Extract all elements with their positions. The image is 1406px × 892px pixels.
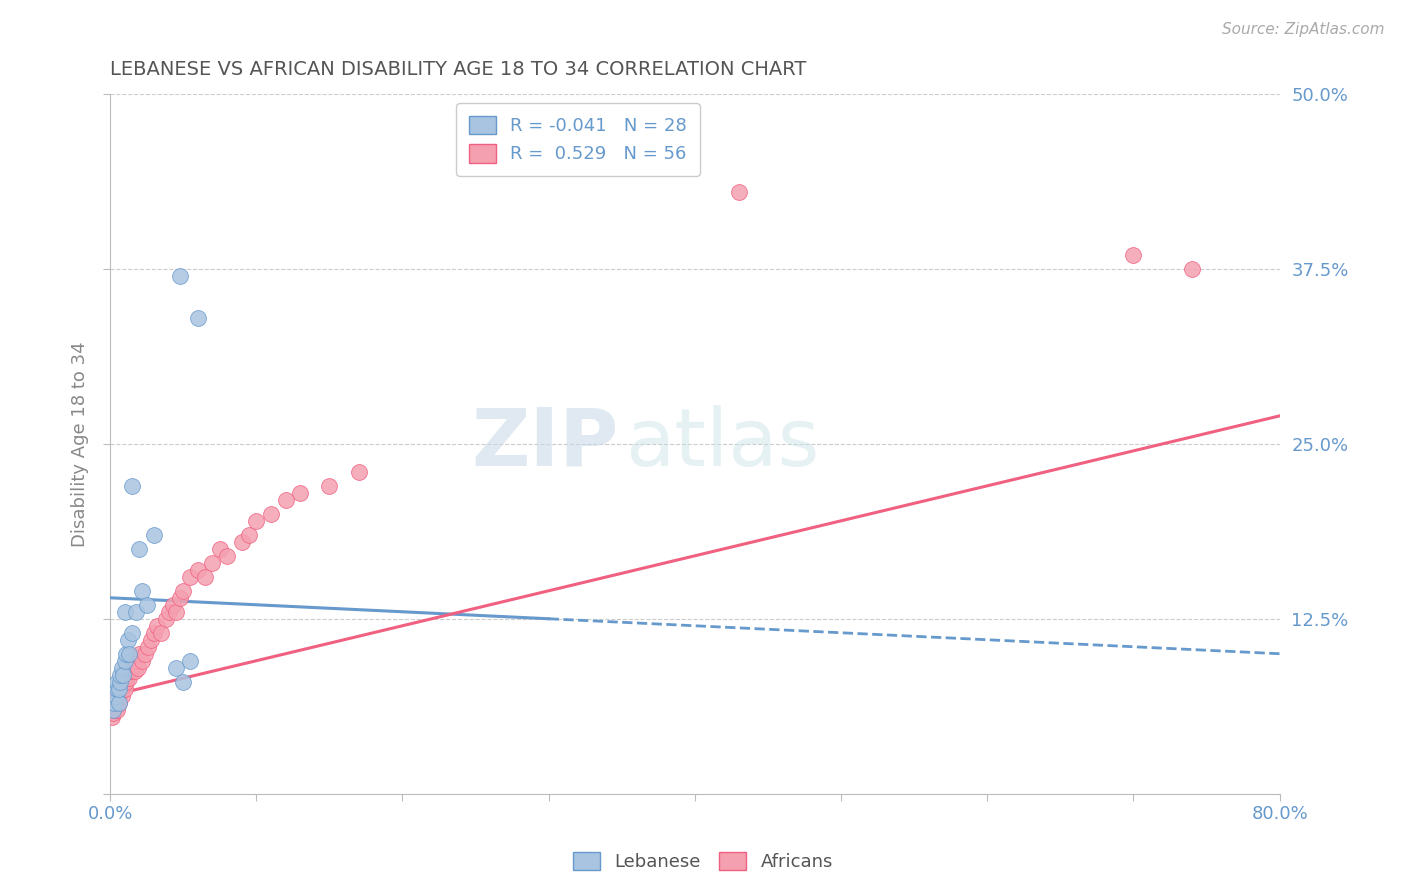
Point xyxy=(110,686,132,700)
Point xyxy=(117,632,139,647)
Point xyxy=(112,674,135,689)
Point xyxy=(111,689,134,703)
Point xyxy=(187,563,209,577)
Point xyxy=(104,689,127,703)
Point xyxy=(117,667,139,681)
Point xyxy=(179,654,201,668)
Legend: Lebanese, Africans: Lebanese, Africans xyxy=(565,845,841,879)
Point xyxy=(131,583,153,598)
Point xyxy=(238,528,260,542)
Point xyxy=(318,479,340,493)
Point xyxy=(727,185,749,199)
Point xyxy=(1122,248,1144,262)
Point xyxy=(104,696,127,710)
Point xyxy=(169,591,191,605)
Point xyxy=(115,647,138,661)
Point xyxy=(103,696,125,710)
Text: atlas: atlas xyxy=(624,405,820,483)
Point xyxy=(139,632,162,647)
Point xyxy=(208,541,231,556)
Point xyxy=(131,654,153,668)
Point xyxy=(165,661,187,675)
Point xyxy=(118,647,141,661)
Point xyxy=(108,696,131,710)
Point xyxy=(274,492,297,507)
Point xyxy=(245,514,267,528)
Point xyxy=(111,661,134,675)
Point xyxy=(150,625,173,640)
Point xyxy=(105,681,128,696)
Point xyxy=(157,605,180,619)
Point xyxy=(136,640,159,654)
Point xyxy=(142,625,165,640)
Point xyxy=(114,681,136,696)
Point xyxy=(110,674,132,689)
Point xyxy=(103,703,125,717)
Text: Source: ZipAtlas.com: Source: ZipAtlas.com xyxy=(1222,22,1385,37)
Point xyxy=(121,661,143,675)
Point xyxy=(165,605,187,619)
Text: LEBANESE VS AFRICAN DISABILITY AGE 18 TO 34 CORRELATION CHART: LEBANESE VS AFRICAN DISABILITY AGE 18 TO… xyxy=(110,60,807,78)
Point xyxy=(1181,262,1204,277)
Legend: R = -0.041   N = 28, R =  0.529   N = 56: R = -0.041 N = 28, R = 0.529 N = 56 xyxy=(456,103,700,176)
Point xyxy=(127,661,149,675)
Point xyxy=(215,549,238,563)
Point xyxy=(179,570,201,584)
Point xyxy=(105,674,128,689)
Point xyxy=(169,268,191,283)
Point xyxy=(111,677,134,691)
Point xyxy=(121,625,143,640)
Point xyxy=(122,657,145,672)
Point xyxy=(172,674,194,689)
Point xyxy=(105,691,128,706)
Point xyxy=(114,654,136,668)
Point xyxy=(118,671,141,685)
Point xyxy=(112,667,135,681)
Point xyxy=(101,703,124,717)
Point xyxy=(146,619,169,633)
Point xyxy=(114,672,136,686)
Point xyxy=(155,612,177,626)
Point xyxy=(105,703,128,717)
Point xyxy=(110,667,132,681)
Point xyxy=(114,605,136,619)
Point xyxy=(100,709,122,723)
Point xyxy=(260,507,283,521)
Point xyxy=(142,528,165,542)
Point xyxy=(162,598,184,612)
Point xyxy=(231,534,253,549)
Point xyxy=(115,674,138,689)
Point xyxy=(194,570,217,584)
Point xyxy=(120,664,142,678)
Point xyxy=(125,654,148,668)
Point xyxy=(125,605,148,619)
Point xyxy=(187,310,209,325)
Point xyxy=(288,486,311,500)
Point xyxy=(108,689,131,703)
Point xyxy=(108,681,131,696)
Y-axis label: Disability Age 18 to 34: Disability Age 18 to 34 xyxy=(72,341,89,547)
Point xyxy=(134,647,156,661)
Point xyxy=(128,647,150,661)
Point xyxy=(124,664,146,678)
Point xyxy=(101,706,124,720)
Point xyxy=(135,598,157,612)
Point xyxy=(110,681,132,696)
Point xyxy=(121,479,143,493)
Point xyxy=(347,465,370,479)
Point xyxy=(128,541,150,556)
Point xyxy=(108,696,131,710)
Point xyxy=(172,583,194,598)
Point xyxy=(104,700,127,714)
Text: ZIP: ZIP xyxy=(471,405,619,483)
Point xyxy=(201,556,224,570)
